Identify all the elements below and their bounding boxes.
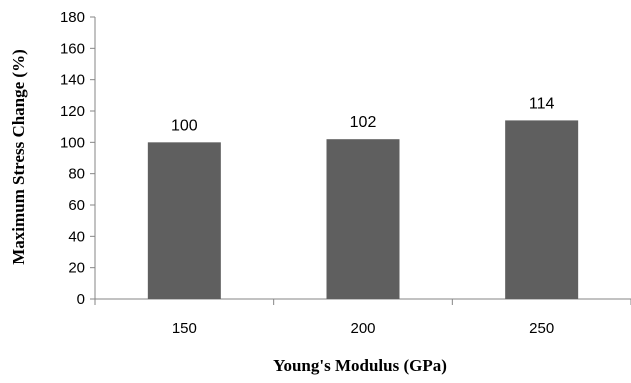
- bars: [147, 120, 579, 300]
- y-tick-label: 40: [68, 228, 85, 245]
- y-tick-label: 120: [60, 103, 85, 120]
- bar-150: [147, 142, 221, 299]
- data-label-250: 114: [529, 95, 555, 112]
- x-axis: 150 200 250: [94, 298, 631, 337]
- y-tick-label: 160: [60, 40, 85, 57]
- y-tick-label: 20: [68, 260, 85, 277]
- bar-200: [326, 139, 400, 299]
- x-axis-title: Young's Modulus (GPa): [273, 356, 447, 375]
- y-tick-label: 180: [60, 9, 85, 26]
- y-axis-title: Maximum Stress Change (%): [9, 49, 28, 264]
- y-tick-label: 60: [68, 197, 85, 214]
- data-label-150: 100: [171, 117, 198, 134]
- x-tick-label-250: 250: [529, 320, 554, 337]
- data-label-200: 102: [350, 114, 377, 131]
- bar-250: [505, 120, 579, 300]
- y-tick-label: 100: [60, 134, 85, 151]
- x-tick-label-200: 200: [350, 320, 375, 337]
- data-labels: 100 102 114: [171, 95, 555, 134]
- y-tick-label: 140: [60, 72, 85, 89]
- y-tick-label: 0: [77, 291, 85, 308]
- x-tick-label-150: 150: [172, 320, 197, 337]
- y-axis: 0 20 40 60 80 100 120 140 160 180: [60, 9, 96, 308]
- y-tick-label: 80: [68, 166, 85, 183]
